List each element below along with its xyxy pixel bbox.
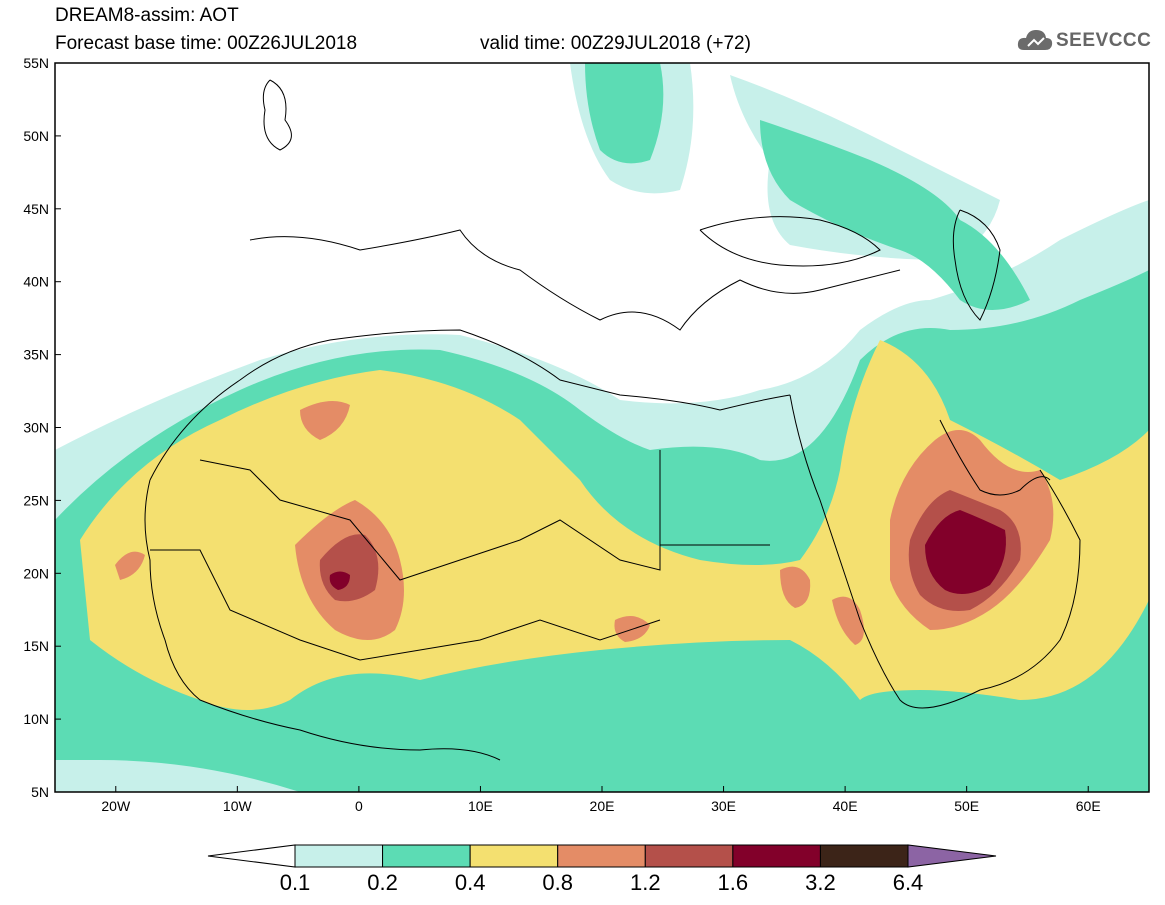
lat-label: 25N [23, 492, 49, 508]
lat-label: 10N [23, 711, 49, 727]
lat-label: 40N [23, 274, 49, 290]
colorbar-over-arrow [907, 844, 997, 868]
colorbar-swatch [732, 844, 821, 868]
lon-label: 10W [223, 798, 253, 814]
colorbar-swatch [557, 844, 646, 868]
coastline-red-sea [789, 394, 1081, 709]
aot-contour-0.2-north [585, 63, 664, 164]
lon-label: 40E [833, 798, 858, 814]
map-title: DREAM8-assim: AOT [55, 5, 239, 26]
longitude-ticks: 20W 10W 0 10E 20E 30E 40E 50E 60E [101, 786, 1101, 814]
lon-label: 50E [954, 798, 979, 814]
lat-label: 15N [23, 638, 49, 654]
colorbar [207, 844, 997, 868]
lon-label: 60E [1076, 798, 1101, 814]
aot-contour-0.8-sudan [780, 566, 811, 608]
logo-text: SEEVCCC [1056, 30, 1152, 51]
colorbar-swatch [382, 844, 471, 868]
aot-contour-0.8-mauritania [115, 551, 145, 580]
lon-label: 30E [711, 798, 736, 814]
forecast-base-time: Forecast base time: 00Z26JUL2018 [55, 33, 358, 54]
colorbar-label: 6.4 [892, 870, 924, 895]
lat-label: 30N [23, 420, 49, 436]
aot-contour-0.2-caspian [760, 120, 1030, 310]
lon-label: 10E [468, 798, 493, 814]
border-sahel [150, 549, 661, 661]
colorbar-swatch [644, 844, 734, 868]
coastline-africa-north [149, 329, 791, 481]
coastline-caspian [952, 209, 1001, 321]
lat-label: 50N [23, 128, 49, 144]
lat-label: 5N [31, 784, 49, 800]
border-egypt [659, 450, 770, 546]
seevccc-logo: SEEVCCC [1016, 26, 1151, 56]
aot-contour-1.6-sahel [329, 571, 350, 590]
lat-label: 55N [23, 55, 49, 71]
colorbar-swatch [469, 844, 559, 868]
colorbar-swatch [294, 844, 384, 868]
colorbar-label: 1.2 [629, 870, 661, 895]
colorbar-label: 0.8 [542, 870, 573, 895]
coastline-uk [262, 79, 292, 151]
latitude-ticks: 55N 50N 45N 40N 35N 30N 25N 20N 15N 10N 5N [23, 55, 61, 800]
coastline-persian-gulf [939, 419, 1051, 496]
lat-label: 20N [23, 565, 49, 581]
lat-label: 45N [23, 201, 49, 217]
lon-label: 0 [355, 798, 363, 814]
colorbar-swatch [819, 844, 909, 868]
coastline-europe [249, 229, 901, 331]
colorbar-label: 0.4 [454, 870, 486, 895]
aot-field [55, 63, 1149, 792]
cloud-icon [1017, 30, 1053, 50]
colorbar-label: 0.2 [367, 870, 398, 895]
lat-label: 35N [23, 347, 49, 363]
coastline-africa-west [144, 479, 501, 761]
lon-label: 20E [590, 798, 615, 814]
aot-contour-0.8-morocco [300, 401, 350, 440]
colorbar-label: 3.2 [805, 870, 836, 895]
colorbar-label: 0.1 [279, 870, 311, 895]
coastline-black-sea [699, 216, 881, 267]
coastlines [144, 79, 1081, 761]
lon-label: 20W [101, 798, 131, 814]
colorbar-under-arrow [207, 844, 296, 868]
colorbar-label: 1.6 [717, 870, 749, 895]
border-sahara [199, 450, 661, 581]
aot-contour-1.6 [925, 510, 1006, 594]
valid-time: valid time: 00Z29JUL2018 (+72) [480, 33, 751, 54]
